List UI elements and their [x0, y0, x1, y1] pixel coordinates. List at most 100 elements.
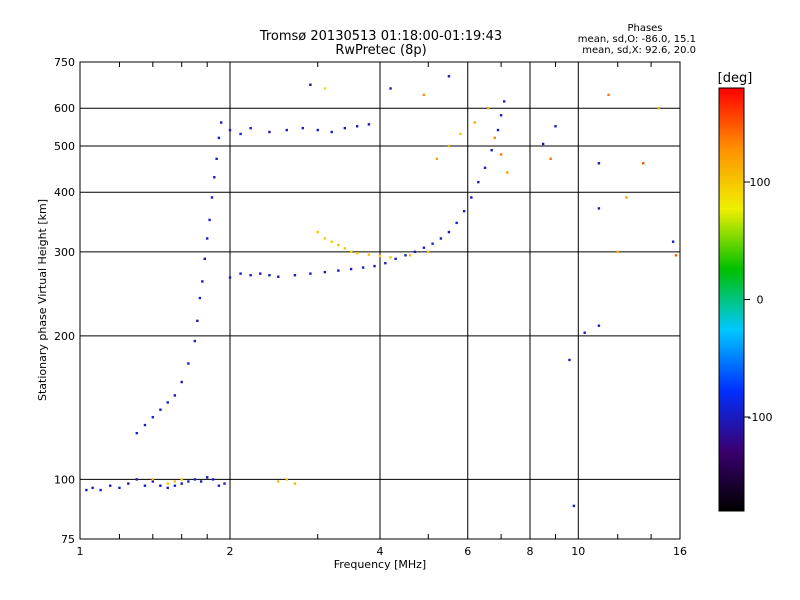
colorbar-tick-label: -100	[748, 411, 773, 424]
data-point	[193, 339, 197, 343]
data-point	[435, 157, 438, 161]
data-point	[373, 264, 376, 268]
y-tick-label: 600	[54, 102, 75, 115]
data-point	[459, 132, 462, 136]
colorbar-tick-label: 100	[750, 176, 771, 189]
data-point	[228, 128, 232, 132]
data-point	[118, 486, 121, 490]
data-point	[330, 240, 333, 243]
data-point	[309, 83, 312, 86]
x-tick-label: 1	[77, 545, 84, 558]
data-point	[173, 394, 177, 397]
y-tick-label: 750	[54, 56, 75, 69]
data-point	[223, 482, 226, 485]
data-point	[447, 230, 451, 234]
y-tick-label: 200	[54, 330, 75, 343]
data-point	[217, 136, 221, 140]
data-point	[378, 254, 382, 258]
data-point	[213, 176, 216, 179]
data-point	[316, 128, 319, 132]
data-point	[109, 484, 112, 487]
data-point	[607, 93, 610, 97]
data-point	[496, 128, 500, 132]
data-point	[349, 267, 353, 271]
data-point	[409, 254, 412, 257]
data-point	[187, 480, 190, 483]
data-point	[239, 272, 242, 275]
data-point	[431, 242, 434, 245]
data-point	[657, 107, 660, 110]
data-point	[215, 157, 218, 161]
data-point	[180, 478, 183, 481]
data-point	[277, 480, 280, 483]
data-point	[166, 486, 169, 490]
data-point	[455, 221, 458, 225]
data-point	[422, 246, 426, 249]
x-tick-label: 6	[464, 545, 471, 558]
chart-title: Tromsø 20130513 01:18:00-01:19:43	[259, 29, 502, 44]
data-point	[394, 257, 397, 261]
stats-x-line: mean, sd,X: 92.6, 20.0	[582, 45, 696, 56]
x-tick-label: 10	[571, 545, 585, 558]
data-point	[361, 266, 365, 269]
data-point	[285, 128, 288, 132]
data-point	[597, 162, 601, 165]
data-point	[477, 180, 480, 184]
y-tick-label: 400	[54, 186, 75, 199]
data-point	[208, 218, 211, 222]
data-point	[277, 275, 280, 278]
x-tick-label: 4	[377, 545, 384, 558]
data-point	[642, 162, 645, 165]
colorbar	[718, 87, 745, 512]
data-point	[301, 126, 305, 130]
data-point	[671, 240, 675, 243]
x-axis-label: Frequency [MHz]	[334, 558, 426, 571]
data-point	[151, 416, 155, 419]
data-point	[554, 125, 557, 128]
data-point	[239, 132, 242, 136]
data-point	[487, 107, 490, 110]
data-point	[323, 270, 327, 274]
data-point	[343, 247, 347, 250]
data-point	[674, 254, 678, 257]
data-point	[268, 273, 271, 277]
data-point	[490, 148, 493, 152]
data-point	[173, 480, 177, 483]
axis-ticks: 1 2 4 6 8 10 16 75 100 200 300 400 500 600 750	[54, 56, 687, 558]
data-point	[499, 153, 503, 156]
data-point	[337, 269, 340, 272]
data-point	[493, 136, 497, 140]
data-point	[211, 478, 215, 481]
colorbar-tick-label: 0	[757, 294, 764, 307]
data-point	[143, 423, 147, 427]
data-point	[205, 476, 209, 479]
data-point	[198, 296, 202, 300]
data-point	[316, 230, 319, 234]
data-point	[159, 408, 162, 411]
data-point	[199, 480, 203, 483]
data-point	[143, 484, 147, 487]
data-point	[91, 486, 94, 490]
data-point	[541, 142, 545, 146]
data-point	[462, 209, 466, 213]
colorbar-ticks: 100 0 -100	[744, 176, 772, 424]
y-tick-label: 100	[54, 473, 75, 486]
data-point	[173, 484, 177, 487]
data-point	[330, 130, 333, 134]
data-point	[616, 250, 619, 254]
data-point	[135, 431, 138, 435]
x-tick-label: 2	[227, 545, 234, 558]
data-point	[439, 237, 443, 240]
data-point	[483, 166, 487, 170]
colorbar-label: [deg]	[718, 71, 753, 86]
data-point	[268, 130, 271, 134]
data-point	[249, 273, 252, 277]
data-point	[249, 126, 252, 130]
data-point	[159, 484, 162, 487]
data-point	[219, 121, 223, 124]
data-point	[473, 121, 477, 124]
data-point	[355, 252, 359, 255]
x-tick-label: 8	[527, 545, 534, 558]
data-point	[293, 273, 297, 277]
data-point	[597, 324, 601, 327]
